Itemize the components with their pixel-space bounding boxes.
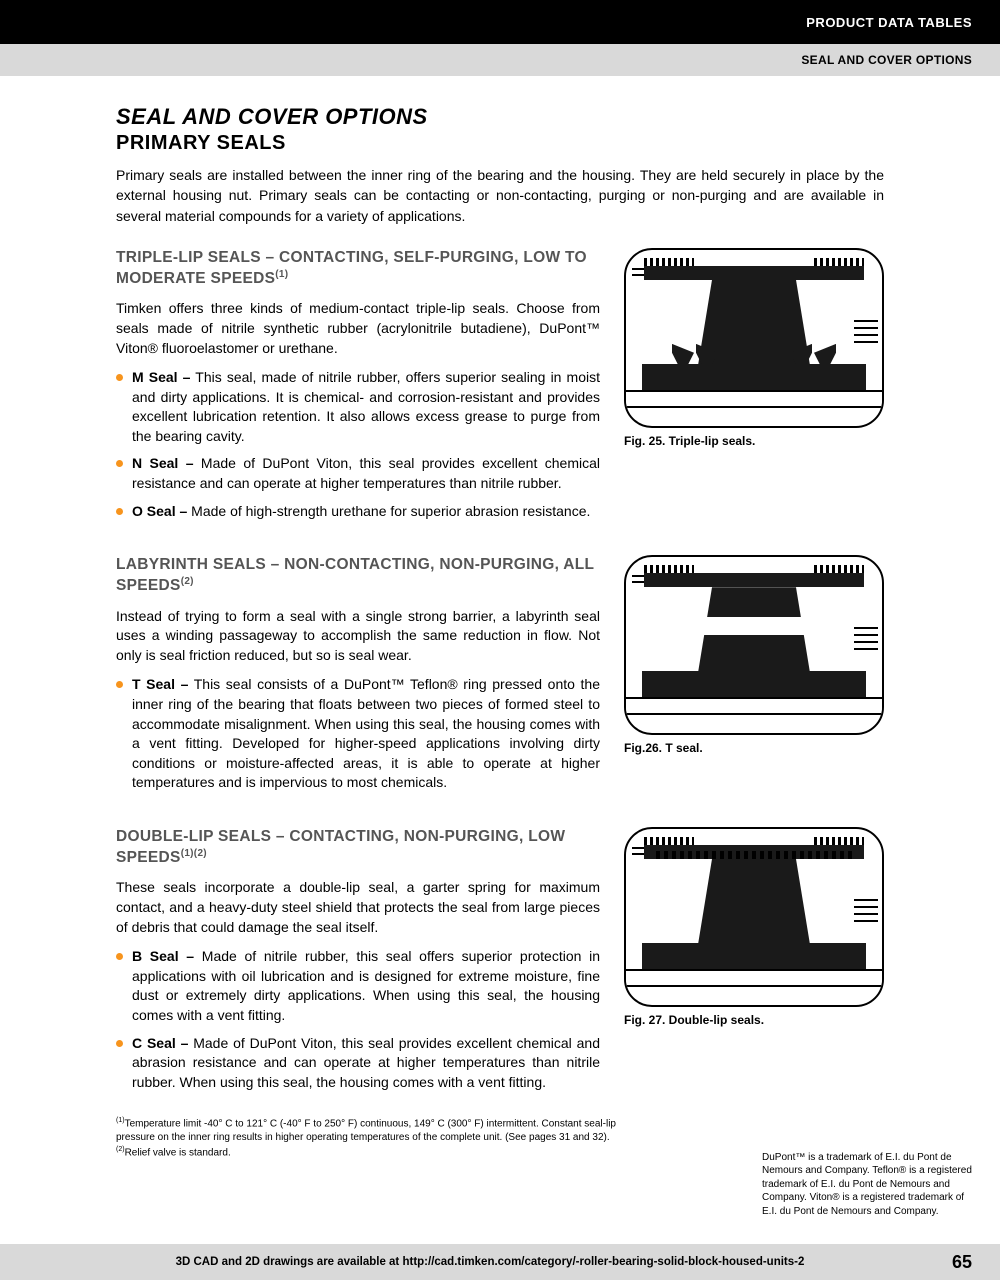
list-item: O Seal – Made of high-strength urethane …: [116, 502, 600, 522]
footer-text: 3D CAD and 2D drawings are available at …: [28, 1256, 952, 1268]
list-item: N Seal – Made of DuPont Viton, this seal…: [116, 454, 600, 493]
figure-triple-lip: [624, 248, 884, 428]
list-item: C Seal – Made of DuPont Viton, this seal…: [116, 1034, 600, 1093]
list-item: M Seal – This seal, made of nitrile rubb…: [116, 368, 600, 446]
triple-heading: TRIPLE-LIP SEALS – CONTACTING, SELF-PURG…: [116, 248, 600, 289]
sub-title: PRIMARY SEALS: [116, 132, 884, 155]
list-item: B Seal – Made of nitrile rubber, this se…: [116, 947, 600, 1025]
list-item: T Seal – This seal consists of a DuPont™…: [116, 675, 600, 793]
page-content: SEAL AND COVER OPTIONS PRIMARY SEALS Pri…: [0, 76, 1000, 1160]
labyrinth-heading: LABYRINTH SEALS – NON-CONTACTING, NON-PU…: [116, 555, 600, 596]
intro-paragraph: Primary seals are installed between the …: [116, 165, 884, 226]
figure-caption: Fig. 27. Double-lip seals.: [624, 1013, 884, 1027]
figure-caption: Fig. 25. Triple-lip seals.: [624, 434, 884, 448]
trademark-notice: DuPont™ is a trademark of E.I. du Pont d…: [762, 1151, 972, 1219]
main-title: SEAL AND COVER OPTIONS: [116, 104, 884, 130]
section-triple-lip: TRIPLE-LIP SEALS – CONTACTING, SELF-PURG…: [116, 248, 884, 529]
page-number: 65: [952, 1252, 972, 1273]
triple-para: Timken offers three kinds of medium-cont…: [116, 299, 600, 358]
double-heading: DOUBLE-LIP SEALS – CONTACTING, NON-PURGI…: [116, 827, 600, 868]
double-list: B Seal – Made of nitrile rubber, this se…: [116, 947, 600, 1092]
header-subcategory: SEAL AND COVER OPTIONS: [0, 44, 1000, 76]
figure-double-lip: [624, 827, 884, 1007]
page-footer: 3D CAD and 2D drawings are available at …: [0, 1244, 1000, 1280]
labyrinth-para: Instead of trying to form a seal with a …: [116, 607, 600, 666]
figure-t-seal: [624, 555, 884, 735]
header-category: PRODUCT DATA TABLES: [0, 0, 1000, 44]
figure-caption: Fig.26. T seal.: [624, 741, 884, 755]
section-labyrinth: LABYRINTH SEALS – NON-CONTACTING, NON-PU…: [116, 555, 884, 801]
double-para: These seals incorporate a double-lip sea…: [116, 878, 600, 937]
section-double-lip: DOUBLE-LIP SEALS – CONTACTING, NON-PURGI…: [116, 827, 884, 1100]
triple-list: M Seal – This seal, made of nitrile rubb…: [116, 368, 600, 521]
labyrinth-list: T Seal – This seal consists of a DuPont™…: [116, 675, 600, 793]
